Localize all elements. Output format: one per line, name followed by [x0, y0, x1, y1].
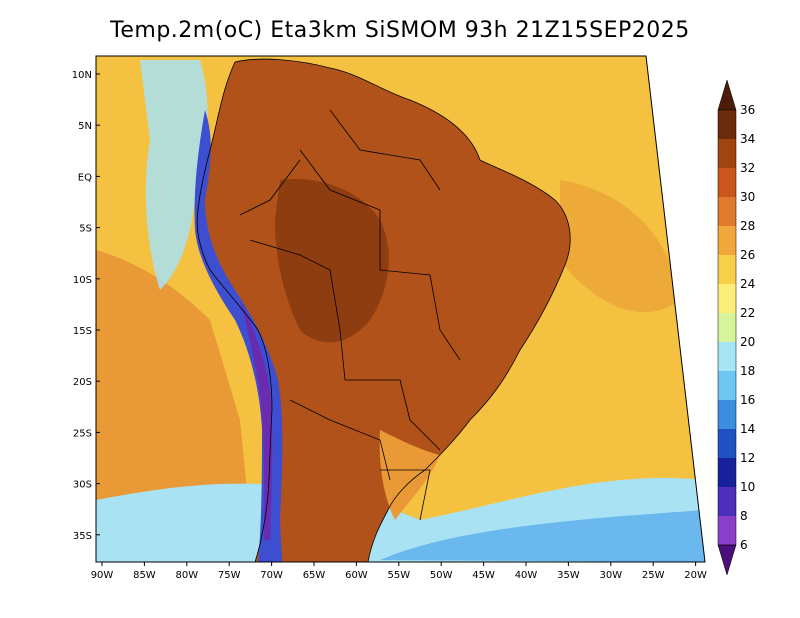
colorbar-segment: [718, 516, 736, 546]
lon-tick-label: 65W: [303, 570, 326, 581]
lon-tick-label: 50W: [430, 570, 453, 581]
colorbar-segment: [718, 226, 736, 256]
border-venezuela-guyanas: [329, 109, 441, 191]
lon-tick-label: 80W: [175, 570, 198, 581]
lat-tick-label: EQ: [78, 172, 92, 183]
lat-tick-label: 25S: [73, 428, 92, 439]
border-brazil-west: [299, 149, 461, 361]
southern-cold-zone: [380, 510, 705, 562]
lon-tick-label: 20W: [684, 570, 707, 581]
colorbar-label: 20: [740, 335, 755, 349]
lon-tick-label: 30W: [599, 570, 622, 581]
lat-tick-label: 5S: [79, 224, 92, 235]
map-frame: [95, 55, 706, 563]
lon-tick-label: 60W: [345, 570, 368, 581]
lon-tick-label: 75W: [218, 570, 241, 581]
longitude-axis: 90W 85W 80W 75W 70W 65W 60W 55W 50W 45W 40W 35W 30W 2…: [91, 562, 707, 581]
colorbar-segment: [718, 284, 736, 314]
colorbar-segment: [718, 110, 736, 140]
atlantic-warm-zone: [560, 180, 680, 313]
lon-tick-label: 25W: [642, 570, 665, 581]
southern-brazil-mild-zone: [379, 430, 440, 520]
lat-tick-label: 10N: [72, 70, 92, 81]
colorbar-label: 34: [740, 132, 755, 146]
andes-coldest-zone: [240, 300, 273, 540]
lon-tick-label: 90W: [91, 570, 114, 581]
border-colombia-ecuador: [239, 159, 301, 216]
andes-cold-zone: [194, 110, 283, 562]
border-argentina-north: [289, 399, 391, 481]
colorbar-label: 18: [740, 364, 755, 378]
lon-tick-label: 55W: [387, 570, 410, 581]
colorbar-bottom-arrow: [717, 544, 737, 576]
colorbar-label: 8: [740, 509, 748, 523]
colorbar-label: 32: [740, 161, 755, 175]
border-paraguay: [345, 379, 441, 451]
lat-tick-label: 10S: [73, 275, 92, 286]
colorbar-label: 30: [740, 190, 755, 204]
colorbar-segment: [718, 168, 736, 198]
temperature-colorbar: 36 34 32 30 28 26 24 22 20 18 16 14 12 10 8 6: [717, 79, 755, 576]
lat-tick-label: 20S: [73, 377, 92, 388]
colorbar-segment: [718, 197, 736, 227]
lon-tick-label: 40W: [515, 570, 538, 581]
colorbar-label: 12: [740, 451, 755, 465]
political-borders: [196, 58, 571, 562]
colorbar-label: 26: [740, 248, 755, 262]
colorbar-label: 22: [740, 306, 755, 320]
lat-tick-label: 30S: [73, 480, 92, 491]
lat-tick-label: 5N: [78, 121, 92, 132]
colorbar-label: 24: [740, 277, 755, 291]
latitude-axis: 10N 5N EQ 5S 10S 15S 20S 25S 30S 35S: [72, 70, 100, 542]
lon-tick-label: 70W: [260, 570, 283, 581]
pacific-cool-zone-north: [140, 60, 208, 290]
colorbar-label: 28: [740, 219, 755, 233]
colorbar-segment: [718, 313, 736, 343]
interior-very-hot-zone: [275, 179, 389, 343]
colorbar-segment: [718, 458, 736, 488]
colorbar-label: 6: [740, 538, 748, 552]
colorbar-label: 10: [740, 480, 755, 494]
temperature-field: [96, 56, 705, 562]
lon-tick-label: 45W: [472, 570, 495, 581]
border-uruguay: [380, 469, 431, 521]
colorbar-segment: [718, 139, 736, 169]
lat-tick-label: 35S: [73, 531, 92, 542]
pacific-warm-zone: [96, 250, 250, 520]
colorbar-segment: [718, 255, 736, 285]
map-title: Temp.2m(oC) Eta3km SiSMOM 93h 21Z15SEP20…: [110, 18, 690, 43]
colorbar-segment: [718, 487, 736, 517]
colorbar-segment: [718, 342, 736, 372]
colorbar-top-arrow: [717, 79, 737, 111]
border-peru-bolivia: [249, 239, 346, 381]
pacific-coastline: [196, 61, 273, 562]
lon-tick-label: 85W: [133, 570, 156, 581]
lat-tick-label: 15S: [73, 326, 92, 337]
colorbar-frame: [717, 109, 737, 546]
lon-tick-label: 35W: [557, 570, 580, 581]
colorbar-label: 16: [740, 393, 755, 407]
colorbar-segment: [718, 371, 736, 401]
colorbar-segment: [718, 400, 736, 430]
colorbar-label: 14: [740, 422, 755, 436]
colorbar-segment: [718, 429, 736, 459]
colorbar-label: 36: [740, 103, 755, 117]
